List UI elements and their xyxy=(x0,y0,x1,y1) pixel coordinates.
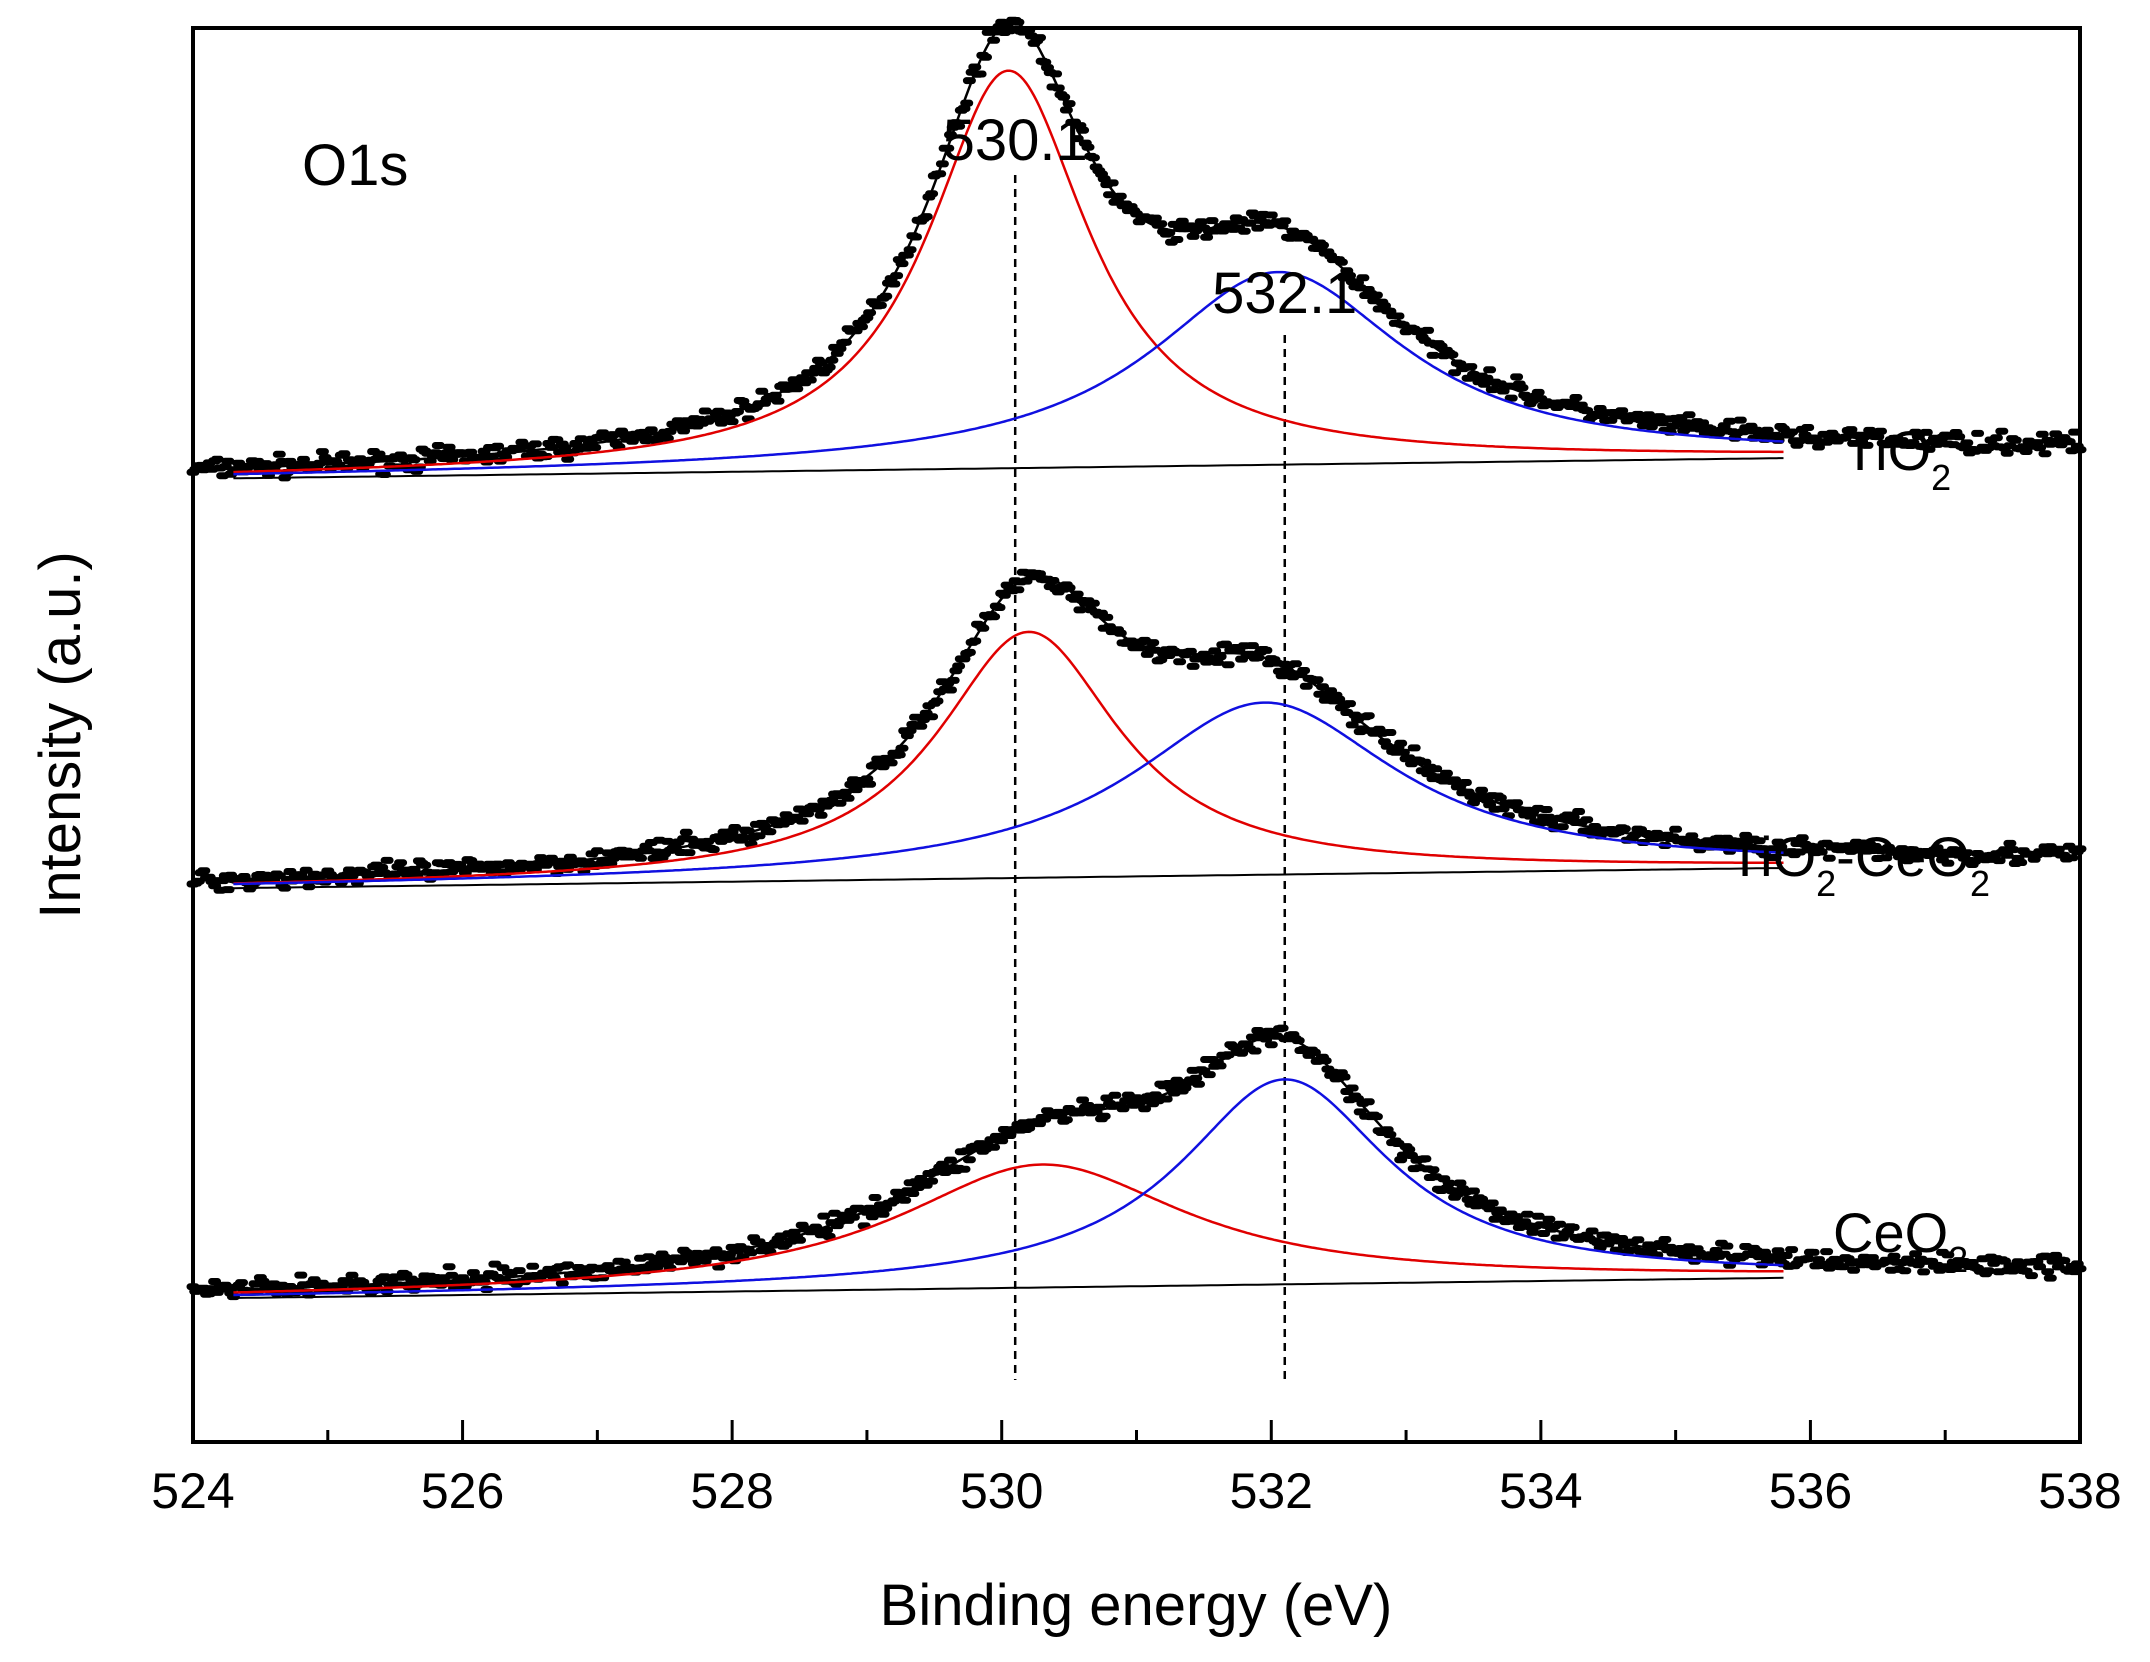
component-blue-tio2 xyxy=(233,270,1784,476)
baseline-tio2 xyxy=(233,457,1784,480)
raw-data-tio2 xyxy=(186,16,2087,482)
raw-data-ceo2 xyxy=(186,1024,2087,1301)
x-tick-label-538: 538 xyxy=(2038,1463,2121,1519)
series-ceo2 xyxy=(186,1024,2087,1301)
x-tick-label-526: 526 xyxy=(421,1463,504,1519)
x-ticks: 524 526 528 530 532 534 536 538 xyxy=(151,1420,2122,1519)
envelope-ceo2 xyxy=(233,1035,1784,1291)
series-label-tio2-ceo2-sub2: 2 xyxy=(1970,863,1990,904)
series-label-tio2-main: TiO xyxy=(1843,419,1931,482)
x-tick-label-524: 524 xyxy=(151,1463,234,1519)
x-tick-label-528: 528 xyxy=(690,1463,773,1519)
x-tick-label-536: 536 xyxy=(1769,1463,1852,1519)
component-red-ceo2 xyxy=(233,1163,1784,1294)
component-red-tio2-ceo2 xyxy=(233,630,1784,885)
panel-label: O1s xyxy=(302,133,408,198)
series-label-tio2: TiO2 xyxy=(1843,419,1951,498)
raw-data-tio2-ceo2 xyxy=(186,568,2087,894)
y-axis-title: Intensity (a.u.) xyxy=(28,551,93,918)
series-label-tio2-ceo2-sub: 2 xyxy=(1816,863,1836,904)
curves xyxy=(186,16,2087,1301)
x-tick-label-530: 530 xyxy=(960,1463,1043,1519)
component-blue-ceo2 xyxy=(233,1078,1784,1297)
component-blue-tio2-ceo2 xyxy=(233,701,1784,886)
series-label-tio2-sub: 2 xyxy=(1931,457,1951,498)
series-label-ceo2: CeO2 xyxy=(1833,1201,1968,1280)
peak-label-532-1: 532.1 xyxy=(1212,261,1357,326)
x-axis-title: Binding energy (eV) xyxy=(880,1573,1393,1638)
component-red-tio2 xyxy=(233,69,1784,474)
plot-frame xyxy=(191,26,2082,1444)
x-tick-label-534: 534 xyxy=(1499,1463,1582,1519)
x-tick-label-532: 532 xyxy=(1230,1463,1313,1519)
envelope-tio2-ceo2 xyxy=(233,574,1784,881)
series-label-ceo2-sub: 2 xyxy=(1948,1239,1968,1280)
series-label-tio2-ceo2-main2: -CeO xyxy=(1836,825,1970,888)
baseline-ceo2 xyxy=(233,1276,1784,1299)
envelope-tio2 xyxy=(233,21,1784,470)
baseline-tio2-ceo2 xyxy=(233,867,1784,890)
series-tio2-ceo2 xyxy=(186,568,2087,894)
series-label-tio2-ceo2-main: TiO xyxy=(1728,825,1816,888)
marker-lines xyxy=(1013,175,1287,1380)
series-label-tio2-ceo2: TiO2-CeO2 xyxy=(1728,825,1990,904)
series-label-ceo2-main: CeO xyxy=(1833,1201,1948,1264)
peak-label-530-1: 530.1 xyxy=(943,108,1088,173)
series-tio2 xyxy=(186,16,2087,482)
